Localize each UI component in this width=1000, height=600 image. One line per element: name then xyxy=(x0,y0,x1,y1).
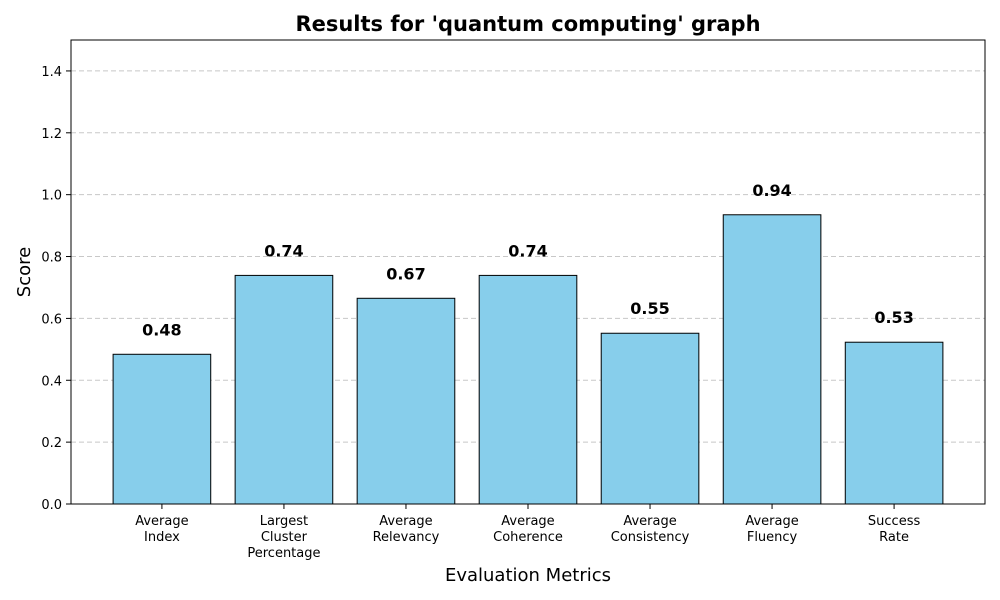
y-tick-label: 0.2 xyxy=(41,436,62,451)
value-label: 0.94 xyxy=(752,181,791,200)
x-tick-label-line: Percentage xyxy=(247,546,320,561)
y-tick-label: 0.8 xyxy=(41,251,62,266)
value-label: 0.48 xyxy=(142,320,181,339)
x-tick-label-line: Cluster xyxy=(261,530,308,545)
value-label: 0.74 xyxy=(508,241,547,260)
value-label: 0.74 xyxy=(264,241,303,260)
x-tick-label-line: Relevancy xyxy=(373,530,440,545)
x-tick-label-line: Average xyxy=(745,514,798,529)
bar xyxy=(112,353,212,505)
bar xyxy=(844,341,944,505)
x-axis-label: Evaluation Metrics xyxy=(445,565,611,586)
x-tick-label-line: Average xyxy=(135,514,188,529)
x-tick-label-line: Average xyxy=(623,514,676,529)
bar xyxy=(356,297,456,505)
bar xyxy=(234,274,334,505)
value-label: 0.53 xyxy=(874,308,913,327)
x-tick-label-line: Index xyxy=(144,530,180,545)
y-tick-label: 0.4 xyxy=(41,374,62,389)
y-tick-label: 1.2 xyxy=(41,127,62,142)
x-tick-label: Average Consistency xyxy=(611,514,690,545)
x-tick-label-line: Largest xyxy=(260,514,308,529)
bar xyxy=(478,274,578,505)
value-label: 0.67 xyxy=(386,264,425,283)
chart-title: Results for 'quantum computing' graph xyxy=(295,12,760,36)
x-tick-label: Average Index xyxy=(135,514,188,545)
x-tick-label-line: Average xyxy=(379,514,432,529)
y-tick-label: 0.6 xyxy=(41,312,62,327)
bar xyxy=(722,214,822,505)
y-axis-label: Score xyxy=(14,247,35,297)
x-tick-label: Average Coherence xyxy=(493,514,563,545)
x-tick-label: Largest Cluster Percentage xyxy=(247,514,320,561)
x-tick-label-line: Rate xyxy=(879,530,909,545)
x-tick-label-line: Success xyxy=(868,514,921,529)
y-tick-label: 1.4 xyxy=(41,65,62,80)
x-tick-label-line: Fluency xyxy=(747,530,798,545)
x-tick-label: Average Relevancy xyxy=(373,514,440,545)
x-tick-label-line: Coherence xyxy=(493,530,563,545)
plot-frame xyxy=(70,39,986,505)
x-tick-label-line: Average xyxy=(501,514,554,529)
x-tick-label-line: Consistency xyxy=(611,530,690,545)
bar xyxy=(600,332,700,505)
y-tick-label: 1.0 xyxy=(41,189,62,204)
y-tick-label: 0.0 xyxy=(41,498,62,513)
value-label: 0.55 xyxy=(630,299,669,318)
x-tick-label: Success Rate xyxy=(868,514,921,545)
x-tick-label: Average Fluency xyxy=(745,514,798,545)
